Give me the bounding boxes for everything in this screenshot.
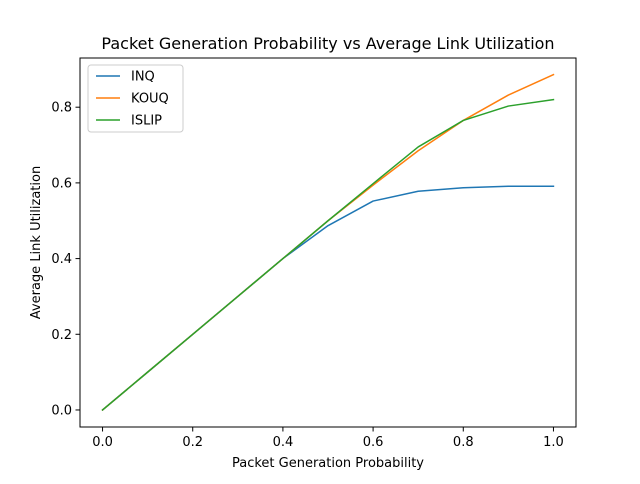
y-tick-label: 0.2 xyxy=(51,328,72,343)
legend-label-kouq: KOUQ xyxy=(131,92,169,107)
legend: INQ KOUQ ISLIP xyxy=(87,64,184,133)
legend-label-inq: INQ xyxy=(131,70,155,85)
series-line-islip xyxy=(101,98,555,412)
y-axis-label: Average Link Utilization xyxy=(29,166,44,319)
x-tick-label: 0.0 xyxy=(92,435,113,450)
legend-label-islip: ISLIP xyxy=(131,114,162,129)
chart-title: Packet Generation Probability vs Average… xyxy=(101,34,554,53)
x-tick-label: 1.0 xyxy=(543,435,564,450)
y-tick-label: 0.6 xyxy=(51,176,72,191)
y-tick-label: 0.0 xyxy=(51,403,72,418)
x-axis-ticks: 0.0 0.2 0.4 0.6 0.8 1.0 xyxy=(92,427,564,450)
x-tick-label: 0.4 xyxy=(273,435,294,450)
x-tick-label: 0.8 xyxy=(453,435,474,450)
y-tick-label: 0.4 xyxy=(51,252,72,267)
series-layer xyxy=(101,73,555,412)
x-tick-label: 0.2 xyxy=(182,435,203,450)
legend-items: INQ KOUQ ISLIP xyxy=(96,70,169,129)
y-axis-ticks: 0.0 0.2 0.4 0.6 0.8 xyxy=(51,101,80,418)
legend-box xyxy=(87,64,184,133)
x-axis-label: Packet Generation Probability xyxy=(232,456,424,471)
x-tick-label: 0.6 xyxy=(363,435,384,450)
y-tick-label: 0.8 xyxy=(51,101,72,116)
plot-frame xyxy=(79,57,577,428)
